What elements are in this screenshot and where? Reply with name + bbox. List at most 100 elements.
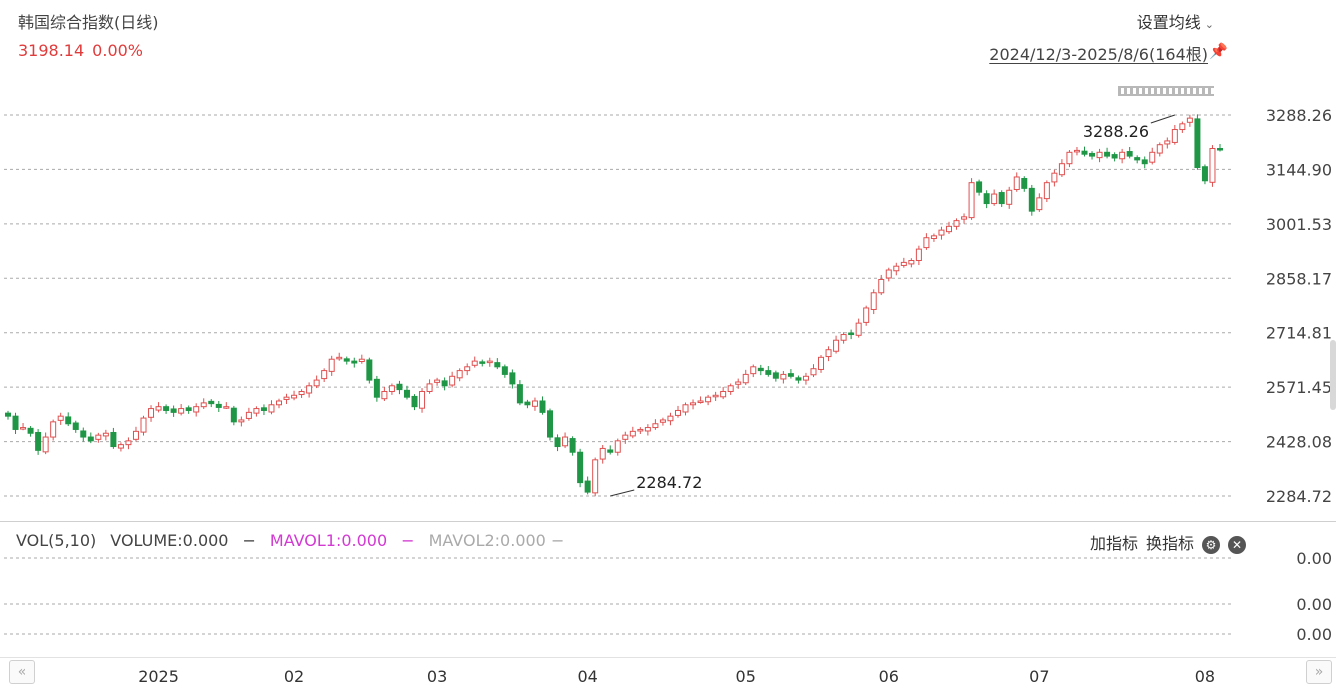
date-range-link[interactable]: 2024/12/3-2025/8/6(164根)	[989, 45, 1208, 64]
x-tick-label: 05	[736, 667, 756, 686]
candle-body	[893, 265, 900, 272]
y-tick-label: 2571.45	[1266, 378, 1332, 397]
candle-body	[848, 332, 855, 336]
candle-body	[644, 427, 651, 432]
add-indicator-button[interactable]: 加指标	[1089, 534, 1138, 553]
candle-body	[863, 307, 870, 323]
candlestick-chart[interactable]: 3288.26 3144.90 3001.53 2858.17 2714.81 2571.…	[0, 0, 1336, 521]
candle-body	[479, 361, 486, 364]
y-tick-label: 2428.08	[1266, 433, 1332, 452]
ma-settings-button[interactable]: 设置均线 ⌄	[1137, 9, 1214, 33]
annotation-label: 2284.72	[636, 473, 702, 492]
candle-body	[57, 415, 64, 421]
candle-body	[825, 349, 832, 358]
price-quote: 3198.14 0.00%	[18, 41, 151, 60]
pane-divider[interactable]	[0, 521, 1336, 522]
candle-body	[1051, 172, 1058, 183]
candle-body	[95, 434, 102, 440]
candle-body	[614, 440, 621, 453]
candle-body	[629, 430, 636, 437]
candle-body	[230, 407, 237, 423]
candle-body	[373, 378, 380, 398]
volume-y-tick-label: 0.00	[1296, 625, 1332, 644]
scroll-right-button[interactable]: »	[1306, 660, 1332, 684]
candle-body	[434, 379, 441, 383]
candle-body	[983, 193, 990, 205]
candle-body	[1186, 117, 1193, 123]
candle-body	[562, 436, 569, 447]
candle-body	[705, 396, 712, 403]
switch-indicator-button[interactable]: 换指标	[1145, 534, 1194, 553]
candle-body	[757, 367, 764, 372]
candle-body	[276, 400, 283, 406]
vol-mavol1: MAVOL1:0.000	[269, 531, 388, 550]
candle-body	[65, 416, 72, 425]
candle-body	[366, 359, 373, 381]
candle-body	[178, 408, 185, 414]
candle-body	[155, 406, 162, 411]
candle-body	[750, 366, 757, 375]
candle-body	[765, 370, 772, 375]
candle-body	[953, 220, 960, 227]
candle-body	[208, 400, 215, 405]
vol-name: VOL(5,10)	[16, 531, 97, 550]
candle-body	[336, 356, 343, 360]
y-tick-label: 2714.81	[1266, 324, 1332, 343]
scroll-left-button[interactable]: «	[9, 660, 35, 684]
candle-body	[735, 381, 742, 385]
candle-body	[780, 373, 787, 380]
scrollbar[interactable]	[1330, 340, 1336, 410]
volume-legend: VOL(5,10) VOLUME:0.000− MAVOL1:0.000− MAVOL…	[16, 531, 564, 550]
candle-body	[268, 404, 275, 413]
change-percent: 0.00%	[92, 41, 143, 60]
x-tick-label: 02	[284, 667, 304, 686]
candle-body	[961, 216, 968, 220]
candle-body	[163, 406, 170, 411]
candle-body	[471, 360, 478, 366]
candle-body	[388, 385, 395, 392]
y-tick-label: 3144.90	[1266, 160, 1332, 179]
candle-body	[833, 339, 840, 352]
candle-body	[125, 440, 132, 446]
candle-body	[682, 404, 689, 413]
chart-title: 韩国综合指数(日线)	[18, 13, 159, 32]
candle-body	[991, 193, 998, 205]
gear-icon[interactable]: ⚙	[1202, 535, 1220, 554]
x-tick-label: 07	[1029, 667, 1049, 686]
candle-body	[291, 394, 298, 399]
candle-body	[674, 409, 681, 416]
pin-icon[interactable]: 📌	[1209, 42, 1228, 60]
candle-body	[923, 237, 930, 249]
candle-body	[727, 385, 734, 392]
candle-body	[110, 431, 117, 448]
candle-body	[12, 415, 19, 430]
candle-body	[599, 447, 606, 460]
candle-body	[720, 390, 727, 398]
candle-body	[1081, 150, 1088, 155]
candle-body	[584, 480, 591, 493]
candle-body	[1156, 144, 1163, 154]
candle-body	[411, 395, 418, 408]
vol-mavol1-dash-icon: −	[401, 531, 415, 550]
candle-body	[170, 408, 177, 413]
candle-body	[1089, 152, 1096, 157]
ma-settings-label: 设置均线	[1136, 13, 1201, 32]
candle-body	[245, 411, 252, 419]
candle-body	[1119, 151, 1126, 160]
candle-body	[20, 427, 27, 430]
candle-body	[1149, 151, 1156, 163]
candle-body	[253, 408, 260, 414]
candle-body	[690, 402, 697, 406]
close-icon[interactable]: ✕	[1228, 535, 1246, 554]
candle-body	[802, 375, 809, 381]
y-tick-label: 2284.72	[1266, 487, 1332, 506]
candle-body	[215, 403, 222, 408]
candle-body	[667, 415, 674, 422]
candle-body	[238, 419, 245, 423]
candle-body	[938, 229, 945, 236]
y-tick-label: 3288.26	[1266, 106, 1332, 125]
candle-body	[1028, 187, 1035, 212]
drag-handle-icon[interactable]	[1118, 86, 1214, 96]
candle-body	[840, 334, 847, 341]
candle-body	[313, 379, 320, 387]
